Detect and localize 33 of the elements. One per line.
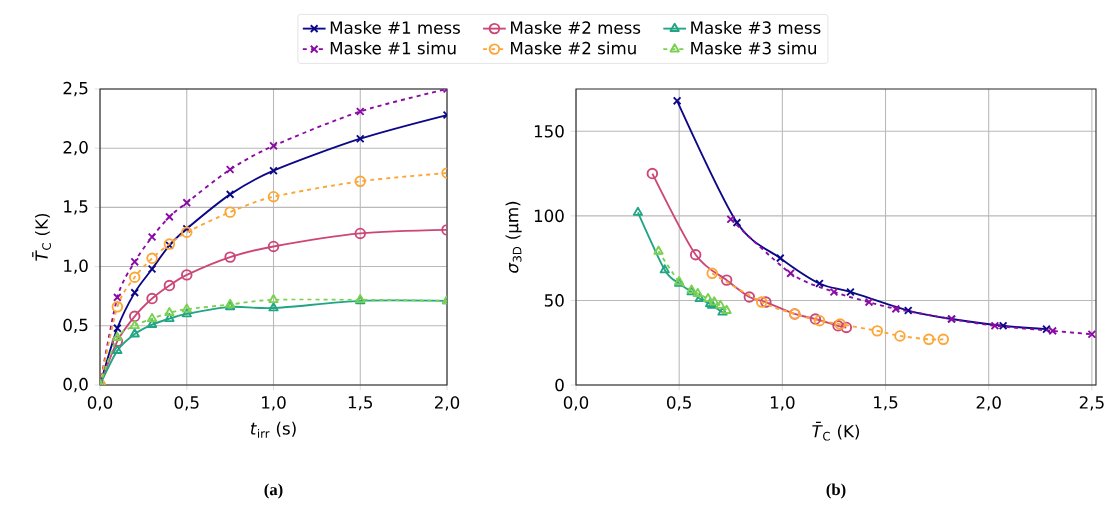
y-tick-label: 1,0 <box>64 259 88 274</box>
x-axis-title: T̄$_{C}$ (K) <box>812 421 860 441</box>
legend-label: Maske #2 mess <box>511 21 641 34</box>
x-axis-title: t$_{irr}$ (s) <box>250 421 296 438</box>
y-tick-label: 1,5 <box>64 200 88 215</box>
x-tick-label: 0,5 <box>174 396 199 411</box>
y-axis-title: T̄$_{C}$ (K) <box>32 213 51 261</box>
x-tick-label: 0,5 <box>667 396 691 411</box>
text: (b) <box>826 483 846 499</box>
legend-label: Maske #2 simu <box>511 41 636 55</box>
y-axis-title: σ$_{3D}$ (µm) <box>505 201 522 273</box>
x-tick-label: 0,0 <box>87 396 113 411</box>
y-tick-label: 100 <box>534 209 564 223</box>
text: (a) <box>264 483 283 499</box>
legend-label: Maske #1 simu <box>330 41 456 55</box>
legend-label: Maske #3 mess <box>691 21 821 34</box>
x-tick-label: 1,0 <box>262 396 286 411</box>
x-tick-label: 1,0 <box>770 396 795 411</box>
y-tick-label: 2,5 <box>63 81 88 97</box>
x-tick-label: 1,5 <box>874 396 898 411</box>
x-tick-label: 0,0 <box>563 396 589 411</box>
y-tick-label: 150 <box>534 124 564 138</box>
x-tick-label: 2,0 <box>434 396 460 411</box>
y-tick-label: 0,5 <box>63 318 88 333</box>
y-tick-label: 2,0 <box>63 141 88 156</box>
y-tick-label: 0,0 <box>63 377 88 393</box>
legend-label: Maske #3 simu <box>691 41 816 55</box>
y-tick-label: 0 <box>555 378 564 392</box>
x-tick-label: 1,5 <box>348 396 373 411</box>
legend-label: Maske #1 mess <box>330 21 460 34</box>
x-tick-label: 2,0 <box>976 396 1001 411</box>
x-tick-label: 2,5 <box>1079 396 1104 411</box>
y-tick-label: 50 <box>544 294 564 307</box>
